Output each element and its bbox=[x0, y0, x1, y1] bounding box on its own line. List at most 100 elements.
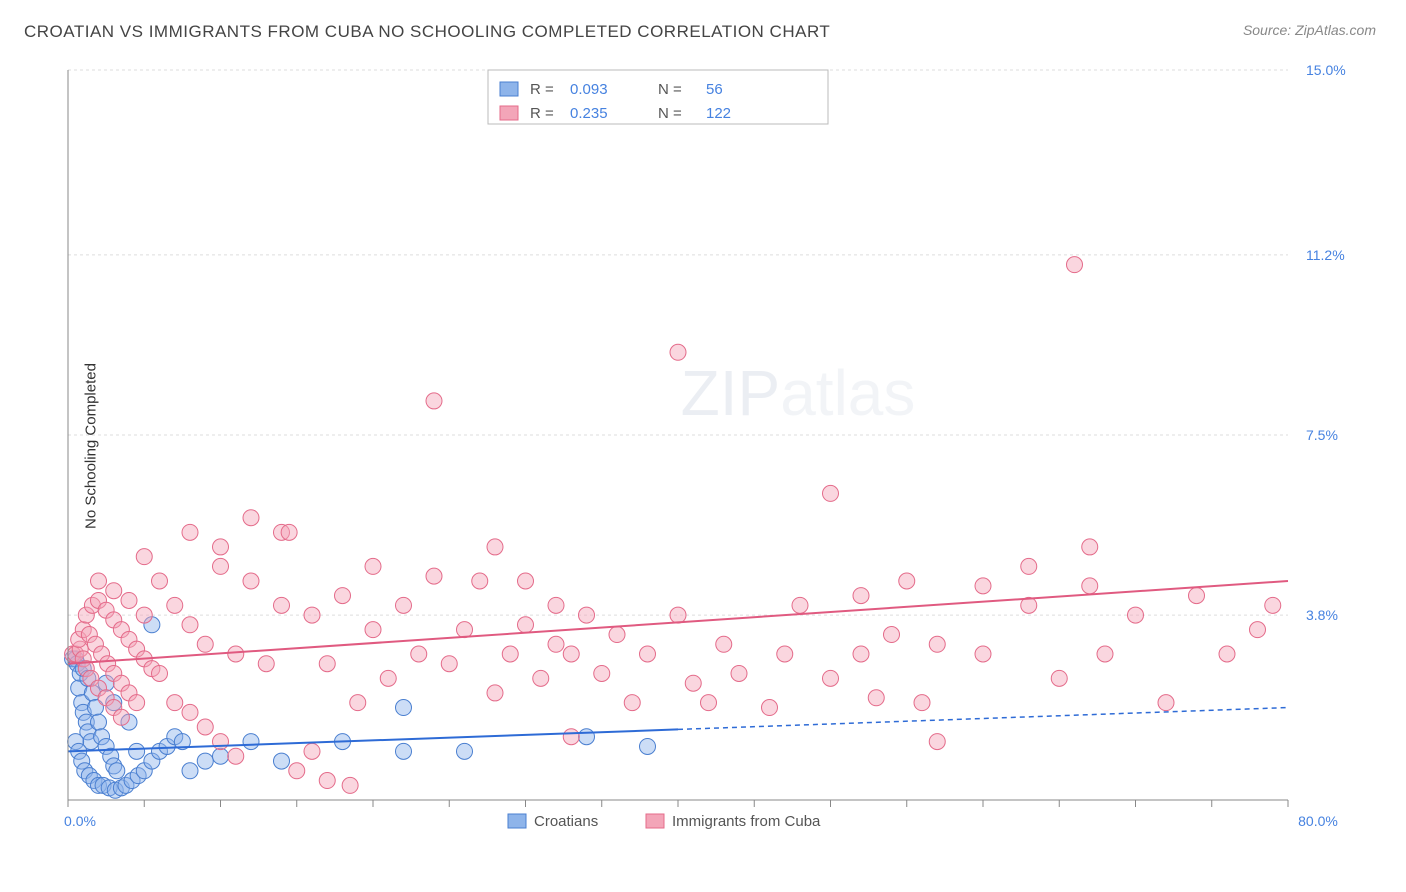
scatter-point bbox=[579, 607, 595, 623]
scatter-point bbox=[197, 719, 213, 735]
y-tick-label: 11.2% bbox=[1306, 247, 1345, 263]
scatter-point bbox=[1067, 257, 1083, 273]
scatter-point bbox=[350, 695, 366, 711]
scatter-point bbox=[762, 700, 778, 716]
scatter-point bbox=[670, 607, 686, 623]
scatter-point bbox=[182, 704, 198, 720]
scatter-point bbox=[213, 558, 229, 574]
legend-n-value: 56 bbox=[706, 81, 723, 98]
scatter-point bbox=[457, 622, 473, 638]
scatter-point bbox=[1219, 646, 1235, 662]
scatter-point bbox=[365, 622, 381, 638]
scatter-point bbox=[1082, 578, 1098, 594]
scatter-point bbox=[243, 734, 259, 750]
y-tick-label: 7.5% bbox=[1306, 427, 1338, 443]
scatter-point bbox=[213, 539, 229, 555]
scatter-point bbox=[1265, 597, 1281, 613]
scatter-point bbox=[228, 748, 244, 764]
scatter-point bbox=[472, 573, 488, 589]
scatter-point bbox=[243, 573, 259, 589]
scatter-point bbox=[1250, 622, 1266, 638]
scatter-point bbox=[243, 510, 259, 526]
scatter-point bbox=[213, 748, 229, 764]
scatter-point bbox=[274, 753, 290, 769]
scatter-point bbox=[274, 597, 290, 613]
scatter-point bbox=[594, 665, 610, 681]
scatter-point bbox=[380, 670, 396, 686]
scatter-point bbox=[685, 675, 701, 691]
scatter-point bbox=[121, 592, 137, 608]
scatter-point bbox=[731, 665, 747, 681]
scatter-point bbox=[533, 670, 549, 686]
scatter-point bbox=[975, 646, 991, 662]
y-tick-label: 3.8% bbox=[1306, 607, 1338, 623]
scatter-point bbox=[411, 646, 427, 662]
scatter-point bbox=[670, 344, 686, 360]
scatter-point bbox=[609, 627, 625, 643]
source-attribution: Source: ZipAtlas.com bbox=[1243, 22, 1376, 38]
scatter-chart: 3.8%7.5%11.2%15.0%ZIPatlas0.0%80.0%R =0.… bbox=[48, 60, 1348, 840]
scatter-point bbox=[823, 485, 839, 501]
legend-r-value: 0.093 bbox=[570, 81, 608, 98]
scatter-point bbox=[1051, 670, 1067, 686]
legend-n-label: N = bbox=[658, 81, 682, 98]
chart-svg: 3.8%7.5%11.2%15.0%ZIPatlas0.0%80.0%R =0.… bbox=[48, 60, 1348, 865]
scatter-point bbox=[487, 539, 503, 555]
scatter-point bbox=[929, 734, 945, 750]
scatter-point bbox=[319, 656, 335, 672]
scatter-point bbox=[624, 695, 640, 711]
scatter-point bbox=[396, 743, 412, 759]
scatter-point bbox=[579, 729, 595, 745]
scatter-point bbox=[136, 607, 152, 623]
scatter-point bbox=[319, 773, 335, 789]
scatter-point bbox=[281, 524, 297, 540]
legend-swatch bbox=[500, 82, 518, 96]
scatter-point bbox=[197, 636, 213, 652]
legend-n-value: 122 bbox=[706, 105, 731, 122]
scatter-point bbox=[426, 568, 442, 584]
scatter-point bbox=[853, 588, 869, 604]
legend-series-label: Croatians bbox=[534, 813, 598, 830]
scatter-point bbox=[1021, 558, 1037, 574]
scatter-point bbox=[365, 558, 381, 574]
scatter-point bbox=[258, 656, 274, 672]
scatter-point bbox=[563, 729, 579, 745]
scatter-point bbox=[716, 636, 732, 652]
scatter-point bbox=[868, 690, 884, 706]
y-tick-label: 15.0% bbox=[1306, 62, 1346, 78]
legend-r-label: R = bbox=[530, 105, 554, 122]
scatter-point bbox=[167, 597, 183, 613]
legend-r-value: 0.235 bbox=[570, 105, 608, 122]
scatter-point bbox=[289, 763, 305, 779]
scatter-point bbox=[396, 597, 412, 613]
scatter-point bbox=[1097, 646, 1113, 662]
scatter-point bbox=[182, 617, 198, 633]
scatter-point bbox=[129, 695, 145, 711]
scatter-point bbox=[228, 646, 244, 662]
scatter-point bbox=[792, 597, 808, 613]
scatter-point bbox=[167, 695, 183, 711]
scatter-point bbox=[563, 646, 579, 662]
watermark: ZIPatlas bbox=[681, 357, 916, 429]
scatter-point bbox=[487, 685, 503, 701]
scatter-point bbox=[929, 636, 945, 652]
scatter-point bbox=[136, 549, 152, 565]
legend-series-label: Immigrants from Cuba bbox=[672, 813, 821, 830]
scatter-point bbox=[213, 734, 229, 750]
scatter-point bbox=[1082, 539, 1098, 555]
scatter-point bbox=[640, 738, 656, 754]
scatter-point bbox=[457, 743, 473, 759]
scatter-point bbox=[502, 646, 518, 662]
scatter-point bbox=[884, 627, 900, 643]
scatter-point bbox=[152, 665, 168, 681]
scatter-point bbox=[853, 646, 869, 662]
scatter-point bbox=[518, 617, 534, 633]
scatter-point bbox=[152, 573, 168, 589]
scatter-point bbox=[899, 573, 915, 589]
scatter-point bbox=[548, 636, 564, 652]
scatter-point bbox=[335, 588, 351, 604]
scatter-point bbox=[1158, 695, 1174, 711]
chart-title: CROATIAN VS IMMIGRANTS FROM CUBA NO SCHO… bbox=[24, 22, 830, 42]
scatter-point bbox=[113, 709, 129, 725]
x-tick-label: 0.0% bbox=[64, 813, 96, 829]
